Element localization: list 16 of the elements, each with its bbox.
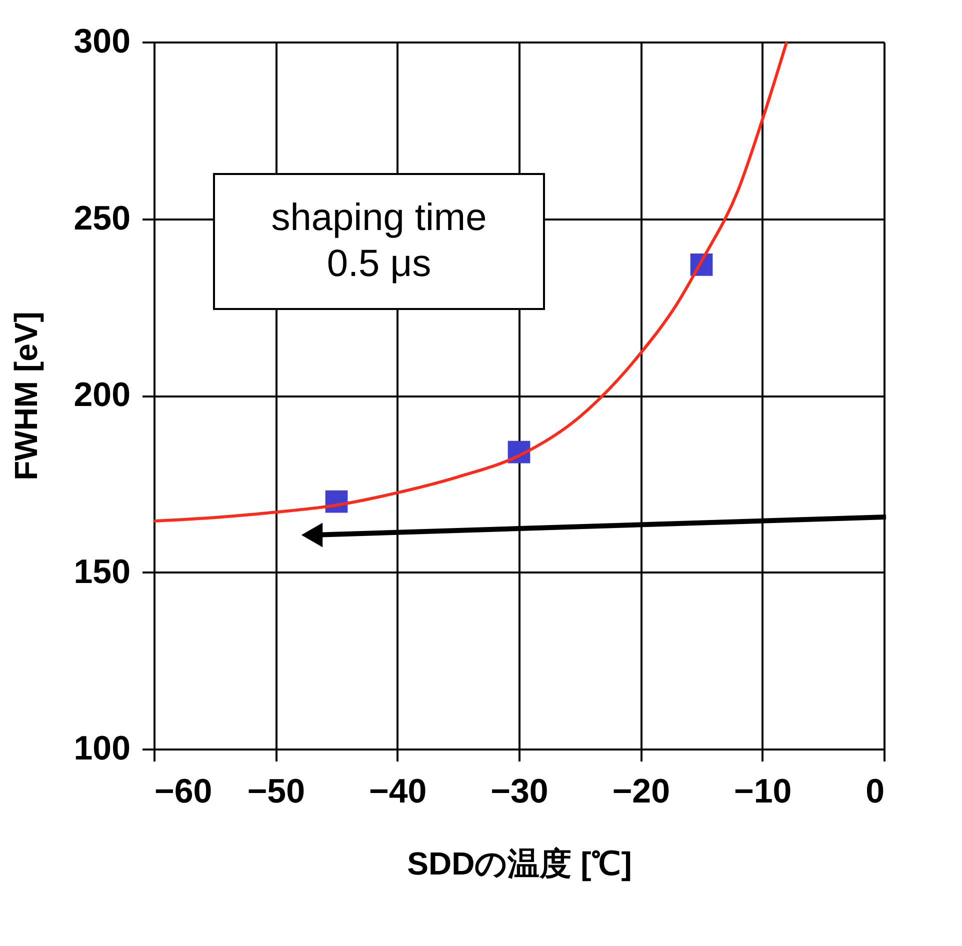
x-tick-label: 0 [866, 772, 884, 810]
x-tick-label: −30 [490, 772, 548, 810]
x-tick-label: −60 [154, 772, 212, 810]
line-series [154, 42, 788, 522]
x-tick-label: −20 [612, 772, 670, 810]
annotation: shaping time 0.5 μs [271, 197, 487, 285]
y-tick-label: 300 [74, 22, 130, 60]
x-tick-label: −50 [247, 772, 306, 810]
x-tick-label: −40 [368, 772, 427, 810]
x-tick-label: −10 [734, 772, 792, 810]
y-axis-title: FWHM [eV] [8, 312, 44, 480]
y-tick-label: 100 [74, 730, 130, 768]
y-tick-label: 250 [74, 199, 130, 238]
y-tick-label: 200 [74, 376, 130, 414]
x-axis-title: SDDの温度 [℃] [407, 846, 632, 882]
y-tick-label: 150 [74, 552, 130, 591]
